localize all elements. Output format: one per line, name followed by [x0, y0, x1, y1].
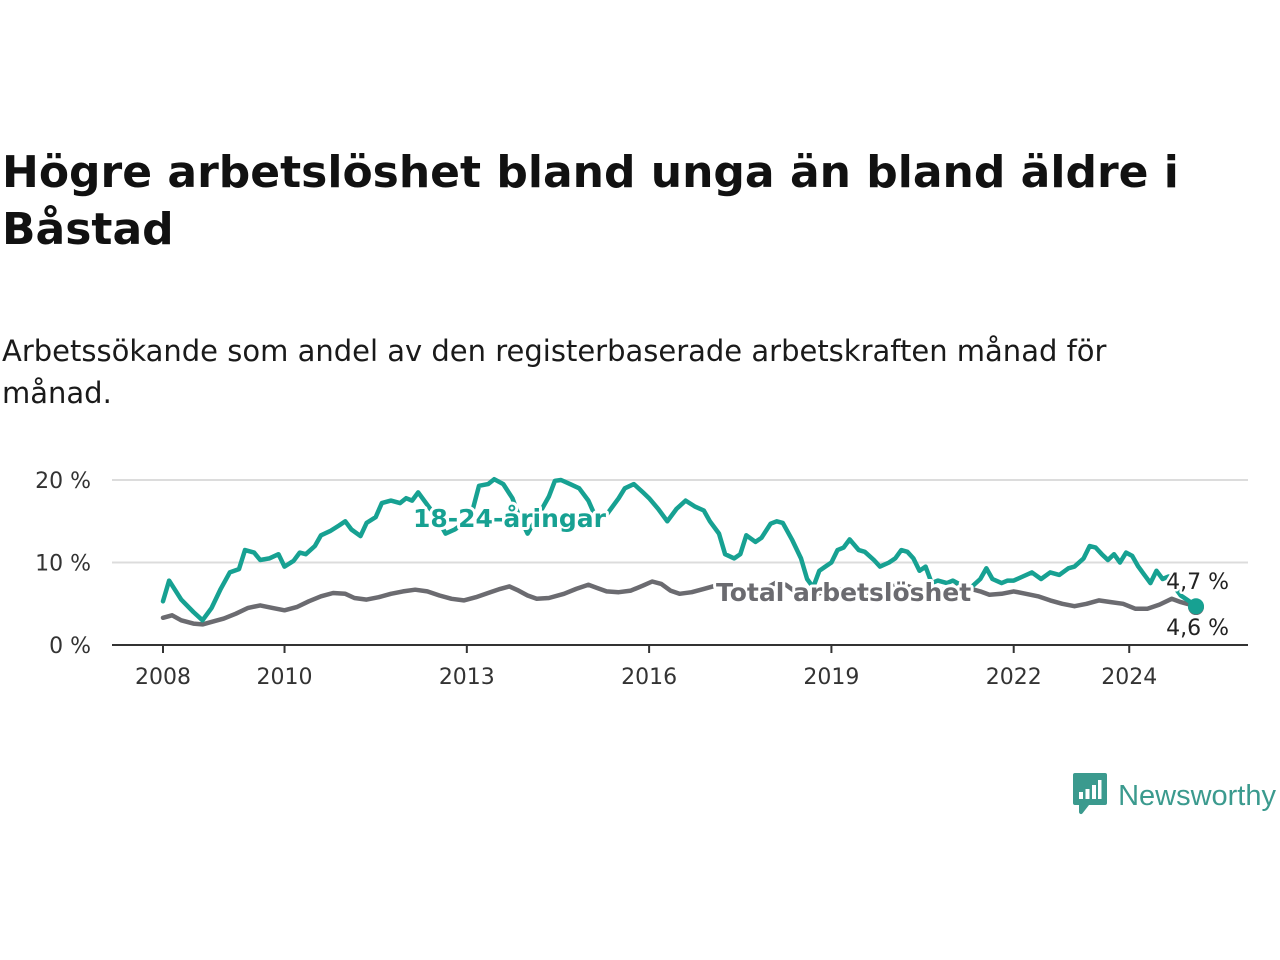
- x-tick-label: 2024: [1101, 665, 1157, 690]
- chart-title: Högre arbetslöshet bland unga än bland ä…: [2, 147, 1179, 255]
- chart-subtitle: Arbetssökande som andel av den registerb…: [2, 334, 1107, 410]
- x-tick-label: 2008: [135, 665, 191, 690]
- axis-layer: 0 % 10 % 20 % 2008 2010 2013 2016 2019 2022 2024: [35, 469, 1248, 690]
- end-point-marker: [1188, 598, 1204, 615]
- end-value-label: 4,6 %: [1166, 616, 1229, 641]
- newsworthy-bar-chart-icon: [1072, 772, 1108, 820]
- grid-layer: [112, 479, 1248, 564]
- end-value-label: 4,7 %: [1166, 570, 1229, 595]
- x-tick-label: 2013: [439, 665, 495, 690]
- y-tick-label: 20 %: [35, 469, 91, 494]
- series-line: [160, 579, 1199, 627]
- series-layer: [160, 476, 1204, 627]
- series-label: Total arbetslöshet: [716, 578, 971, 607]
- brand-name: Newsworthy: [1118, 779, 1276, 812]
- x-tick-label: 2010: [257, 665, 313, 690]
- x-tick-label: 2016: [621, 665, 677, 690]
- line-chart: 0 %10 %20 %2008 2010 2013 2016 2019 2022 2024 …: [35, 469, 1248, 690]
- y-tick-label: 10 %: [35, 552, 91, 577]
- y-tick-label: 0 %: [49, 634, 91, 659]
- series-label: 18-24-åringar: [413, 504, 607, 533]
- newsworthy-logo: Newsworthy: [1072, 772, 1276, 820]
- x-tick-label: 2022: [986, 665, 1042, 690]
- label-layer: 18-24-åringar Total arbetslöshet 4,7 % 4,6 …: [410, 501, 1232, 644]
- series-line: [160, 476, 1199, 623]
- x-tick-label: 2019: [803, 665, 859, 690]
